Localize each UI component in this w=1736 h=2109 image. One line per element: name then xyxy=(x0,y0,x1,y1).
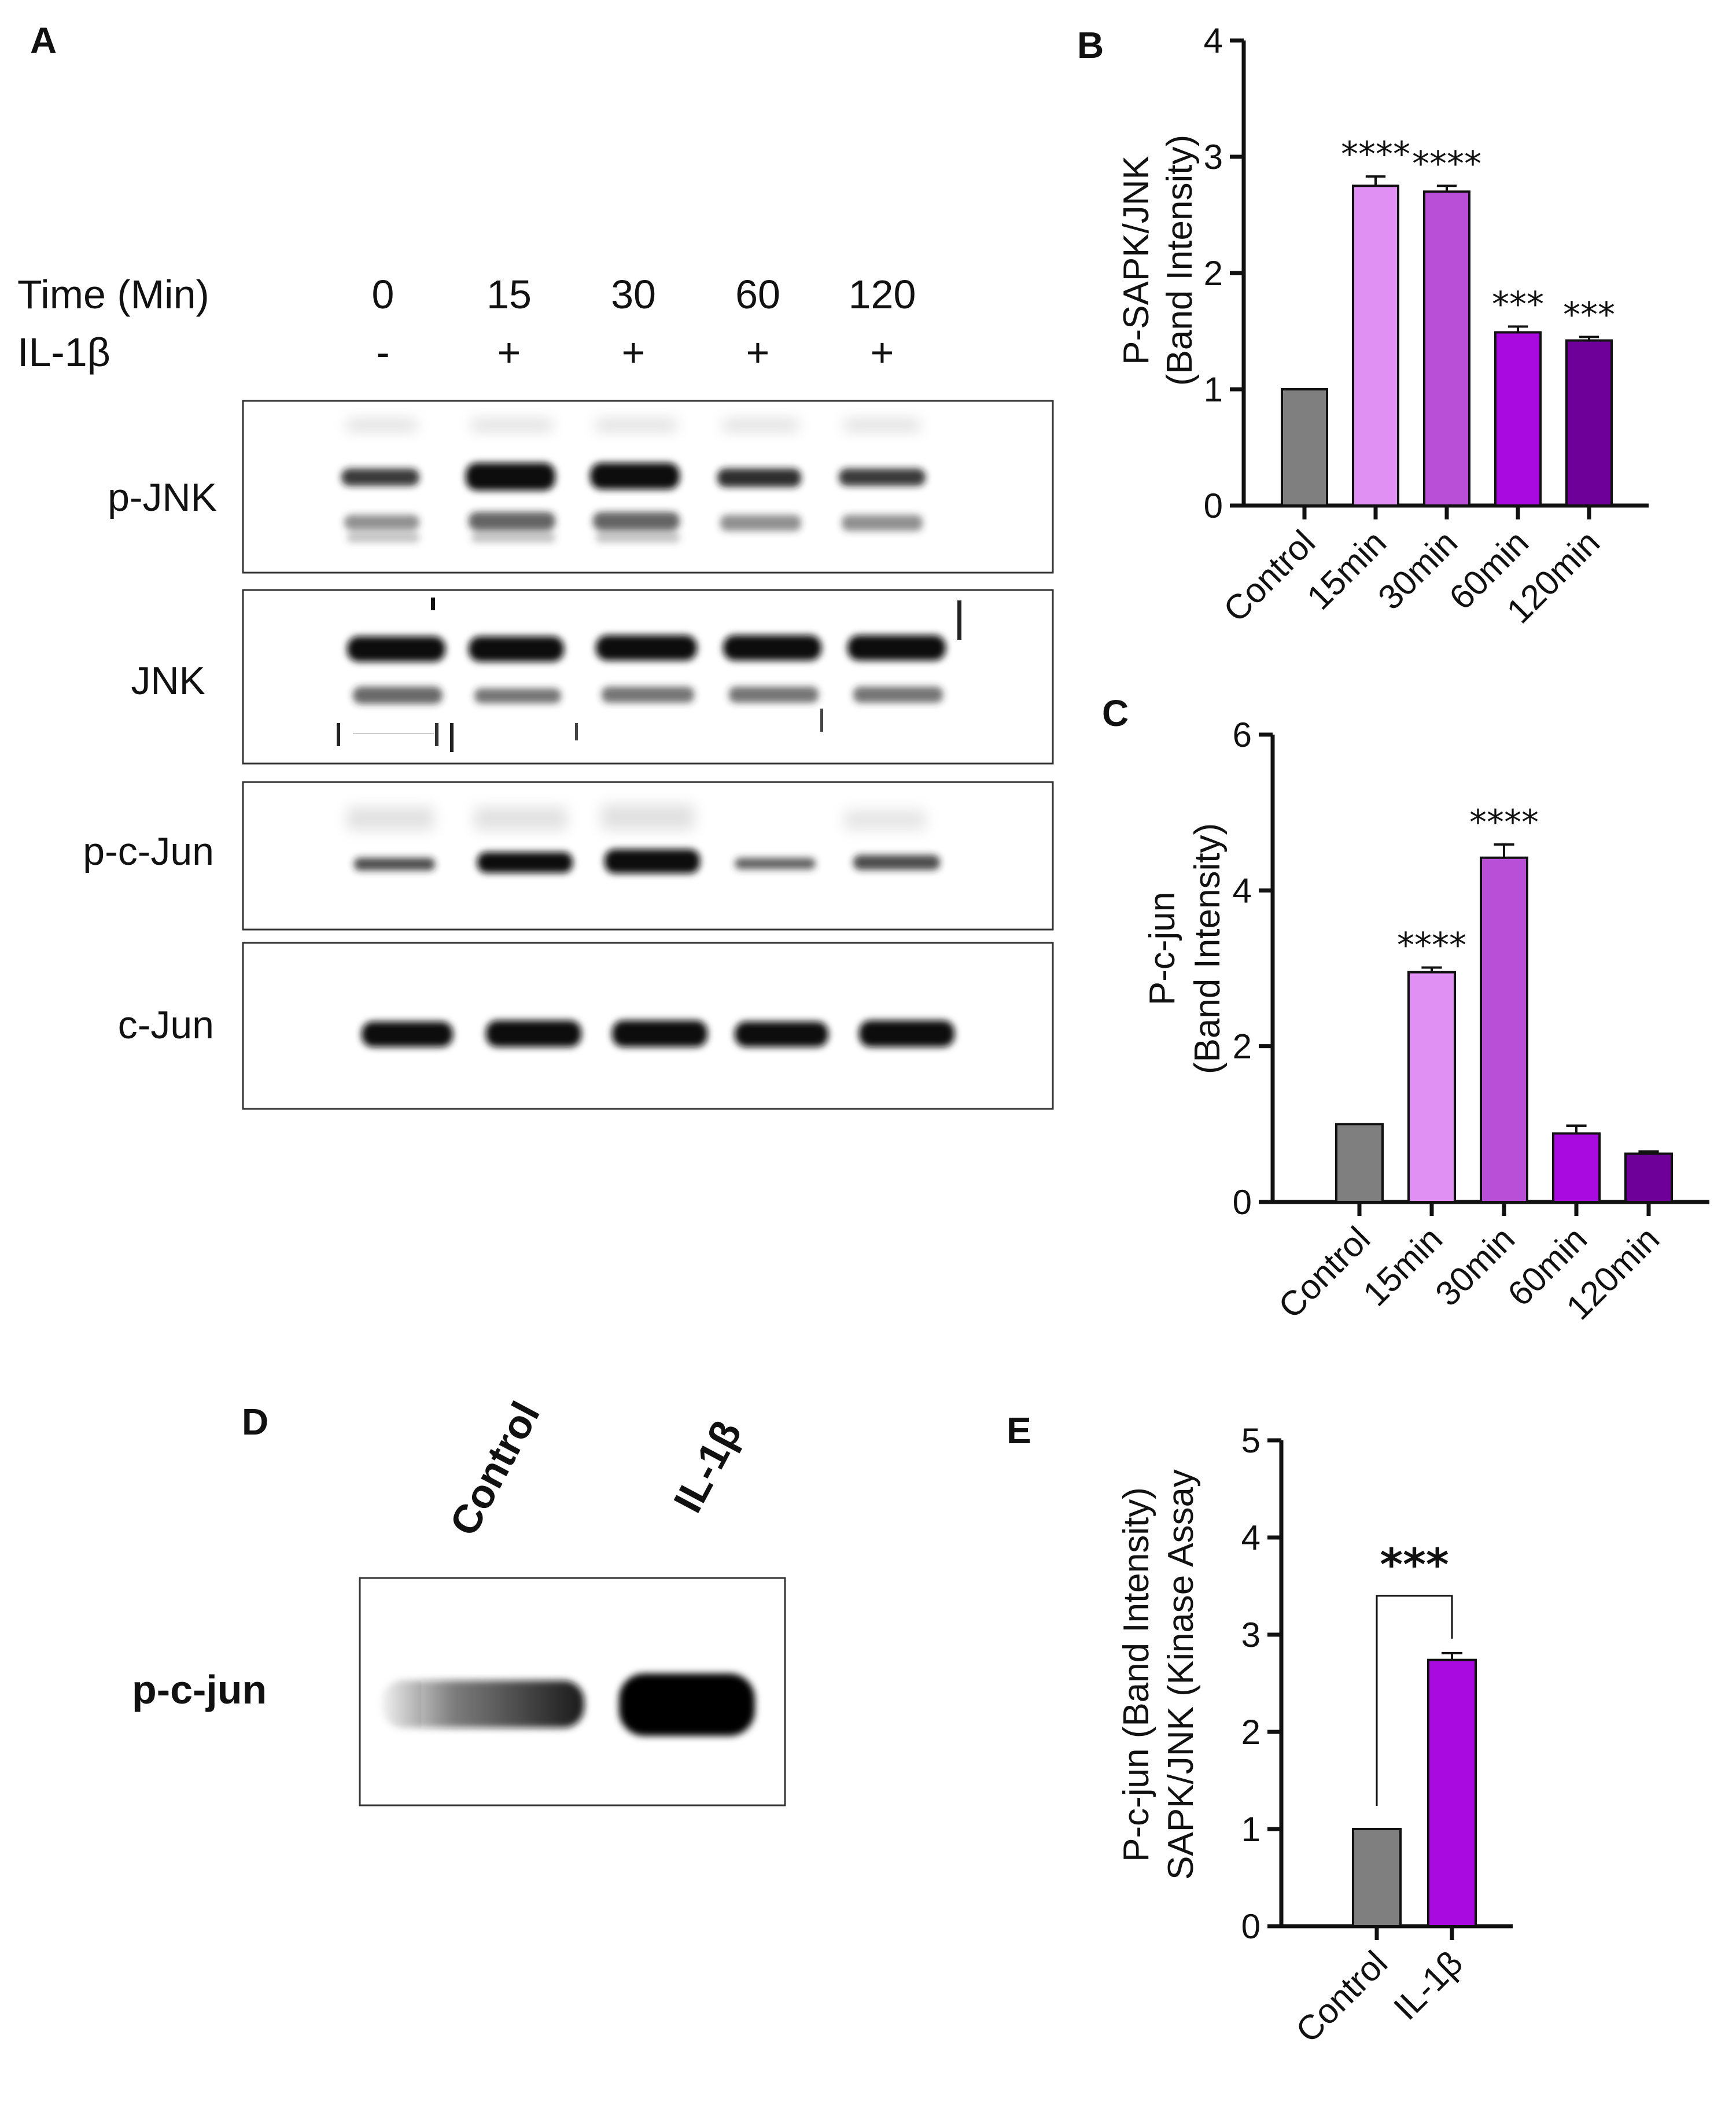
significance-label: **** xyxy=(1412,143,1481,184)
panel-e-ylabel-line2: SAPK/JNK (Kinase Assay xyxy=(1161,1469,1201,1880)
panel-b: B P-SAPK/JNK (Band Intensity) 0 1 2 3 4 Contr… xyxy=(1077,21,1649,631)
row-label-p-c-jun-kinase: p-c-jun xyxy=(132,1667,267,1712)
significance-label: *** xyxy=(1563,295,1615,335)
bar xyxy=(1407,971,1456,1203)
y-tick-label: 3 xyxy=(1241,1616,1260,1654)
panel-b-ylabel: P-SAPK/JNK (Band Intensity) xyxy=(1116,135,1200,386)
row-label-p-jnk: p-JNK xyxy=(108,475,217,519)
x-tick-label: 30min xyxy=(1370,523,1465,617)
bar xyxy=(1423,190,1470,507)
y-tick-label: 2 xyxy=(1241,1713,1260,1752)
panel-e-ylabel-line1: P-c-jun (Band Intensity) xyxy=(1116,1487,1156,1862)
panel-b-letter: B xyxy=(1077,24,1104,66)
y-tick-label: 2 xyxy=(1233,1027,1252,1066)
lane-label-control: Control xyxy=(441,1395,548,1543)
treatment-mark-15: + xyxy=(497,330,521,375)
row-label-c-jun: c-Jun xyxy=(118,1003,214,1047)
blot-strip-p-jnk xyxy=(242,400,1054,574)
panel-c-letter: C xyxy=(1102,692,1129,734)
panel-a-letter: A xyxy=(30,20,57,61)
x-tick-label: Control xyxy=(1216,523,1322,629)
treatment-mark-60: + xyxy=(746,330,770,375)
time-value-60: 60 xyxy=(735,272,780,317)
panel-e-letter: E xyxy=(1007,1410,1031,1451)
x-tick-label: Control xyxy=(1288,1944,1395,2050)
panel-c-ylabel-line2: (Band Intensity) xyxy=(1188,823,1228,1074)
bar xyxy=(1624,1152,1673,1204)
bar xyxy=(1552,1132,1601,1203)
bar xyxy=(1427,1658,1477,1927)
y-tick-label: 4 xyxy=(1204,21,1223,60)
time-value-15: 15 xyxy=(486,272,532,317)
y-tick-label: 6 xyxy=(1233,716,1252,754)
bar xyxy=(1281,388,1328,507)
panel-e-ylabel: P-c-jun (Band Intensity) SAPK/JNK (Kinas… xyxy=(1116,1469,1201,1880)
panel-a: A Time (Min) IL-1β 0 15 30 60 120 - + + … xyxy=(17,20,1054,1110)
significance-label: **** xyxy=(1469,802,1539,843)
y-tick-label: 1 xyxy=(1204,370,1223,409)
bar xyxy=(1494,331,1542,507)
time-value-0: 0 xyxy=(372,272,395,317)
panel-e: E P-c-jun (Band Intensity) SAPK/JNK (Kin… xyxy=(1007,1410,1513,2050)
panel-d: D Control IL-1β p-c-jun xyxy=(132,1395,786,1806)
significance-label: *** xyxy=(1492,284,1544,325)
panel-c-ylabel: P-c-jun (Band Intensity) xyxy=(1142,823,1228,1074)
x-tick-label: 15min xyxy=(1299,523,1394,617)
bar xyxy=(1352,185,1399,507)
time-label: Time (Min) xyxy=(17,272,209,317)
panel-b-plot: 01234Control15min****30min****60min***12… xyxy=(1204,21,1649,631)
significance-label: **** xyxy=(1397,926,1466,966)
y-tick-label: 1 xyxy=(1241,1810,1260,1849)
y-tick-label: 5 xyxy=(1241,1421,1260,1460)
lane-label-il1b: IL-1β xyxy=(665,1413,750,1520)
panel-d-letter: D xyxy=(242,1401,268,1443)
x-tick-label: 30min xyxy=(1428,1219,1522,1314)
bar xyxy=(1352,1828,1402,1927)
panel-c-ylabel-line1: P-c-jun xyxy=(1142,892,1182,1005)
blot-strip-jnk xyxy=(242,589,1054,765)
panel-b-ylabel-line1: P-SAPK/JNK xyxy=(1116,156,1156,365)
blot-strip-p-c-jun xyxy=(242,781,1054,931)
row-label-p-c-jun: p-c-Jun xyxy=(83,829,214,873)
x-tick-label: IL-1β xyxy=(1386,1944,1470,2027)
y-tick-label: 0 xyxy=(1241,1907,1260,1946)
treatment-mark-120: + xyxy=(871,330,894,375)
treatment-mark-30: + xyxy=(622,330,646,375)
bar xyxy=(1480,856,1528,1203)
bar xyxy=(1565,339,1613,507)
treatment-mark-0: - xyxy=(376,330,389,375)
y-tick-label: 4 xyxy=(1233,871,1252,910)
blot-strip-kinase xyxy=(359,1577,786,1806)
x-tick-label: 15min xyxy=(1355,1219,1450,1314)
significance-bracket xyxy=(1376,1595,1453,1806)
significance-label: *** xyxy=(1380,1539,1448,1590)
y-tick-label: 3 xyxy=(1204,138,1223,176)
y-tick-label: 2 xyxy=(1204,254,1223,293)
y-tick-label: 0 xyxy=(1204,486,1223,525)
bar xyxy=(1335,1123,1384,1204)
time-value-120: 120 xyxy=(849,272,916,317)
panel-c: C P-c-jun (Band Intensity) 0 2 4 6 Control15… xyxy=(1102,692,1709,1327)
row-label-jnk: JNK xyxy=(131,659,205,703)
x-tick-label: Control xyxy=(1271,1219,1377,1326)
panel-b-ylabel-line2: (Band Intensity) xyxy=(1160,135,1200,386)
significance-label: **** xyxy=(1341,134,1410,175)
y-tick-label: 0 xyxy=(1233,1183,1252,1222)
blot-strip-c-jun xyxy=(242,942,1054,1110)
treatment-label: IL-1β xyxy=(17,330,110,375)
time-value-30: 30 xyxy=(611,272,656,317)
y-tick-label: 4 xyxy=(1241,1518,1260,1557)
